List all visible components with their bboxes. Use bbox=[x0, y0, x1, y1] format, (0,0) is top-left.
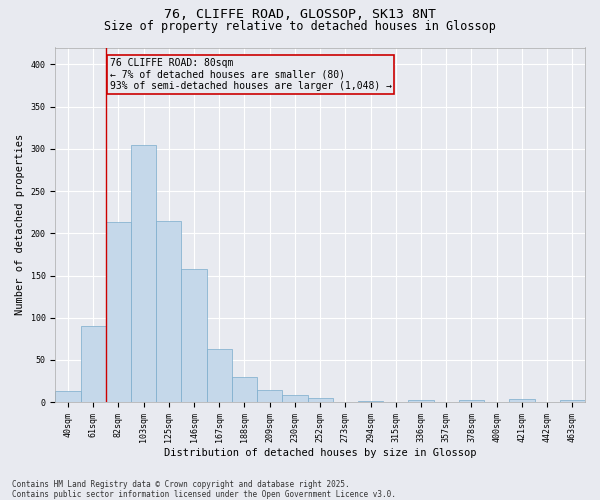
Bar bbox=[459, 400, 484, 402]
X-axis label: Distribution of detached houses by size in Glossop: Distribution of detached houses by size … bbox=[164, 448, 476, 458]
Bar bbox=[181, 269, 206, 402]
Bar bbox=[509, 399, 535, 402]
Text: 76, CLIFFE ROAD, GLOSSOP, SK13 8NT: 76, CLIFFE ROAD, GLOSSOP, SK13 8NT bbox=[164, 8, 436, 20]
Bar bbox=[358, 400, 383, 402]
Bar bbox=[283, 394, 308, 402]
Bar bbox=[206, 349, 232, 402]
Bar bbox=[409, 400, 434, 402]
Bar bbox=[55, 391, 80, 402]
Bar bbox=[232, 377, 257, 402]
Text: 76 CLIFFE ROAD: 80sqm
← 7% of detached houses are smaller (80)
93% of semi-detac: 76 CLIFFE ROAD: 80sqm ← 7% of detached h… bbox=[110, 58, 392, 91]
Bar bbox=[131, 144, 156, 402]
Bar bbox=[80, 326, 106, 402]
Text: Contains HM Land Registry data © Crown copyright and database right 2025.
Contai: Contains HM Land Registry data © Crown c… bbox=[12, 480, 396, 499]
Bar bbox=[106, 222, 131, 402]
Bar bbox=[560, 400, 585, 402]
Bar bbox=[308, 398, 333, 402]
Text: Size of property relative to detached houses in Glossop: Size of property relative to detached ho… bbox=[104, 20, 496, 33]
Y-axis label: Number of detached properties: Number of detached properties bbox=[15, 134, 25, 316]
Bar bbox=[156, 220, 181, 402]
Bar bbox=[257, 390, 283, 402]
